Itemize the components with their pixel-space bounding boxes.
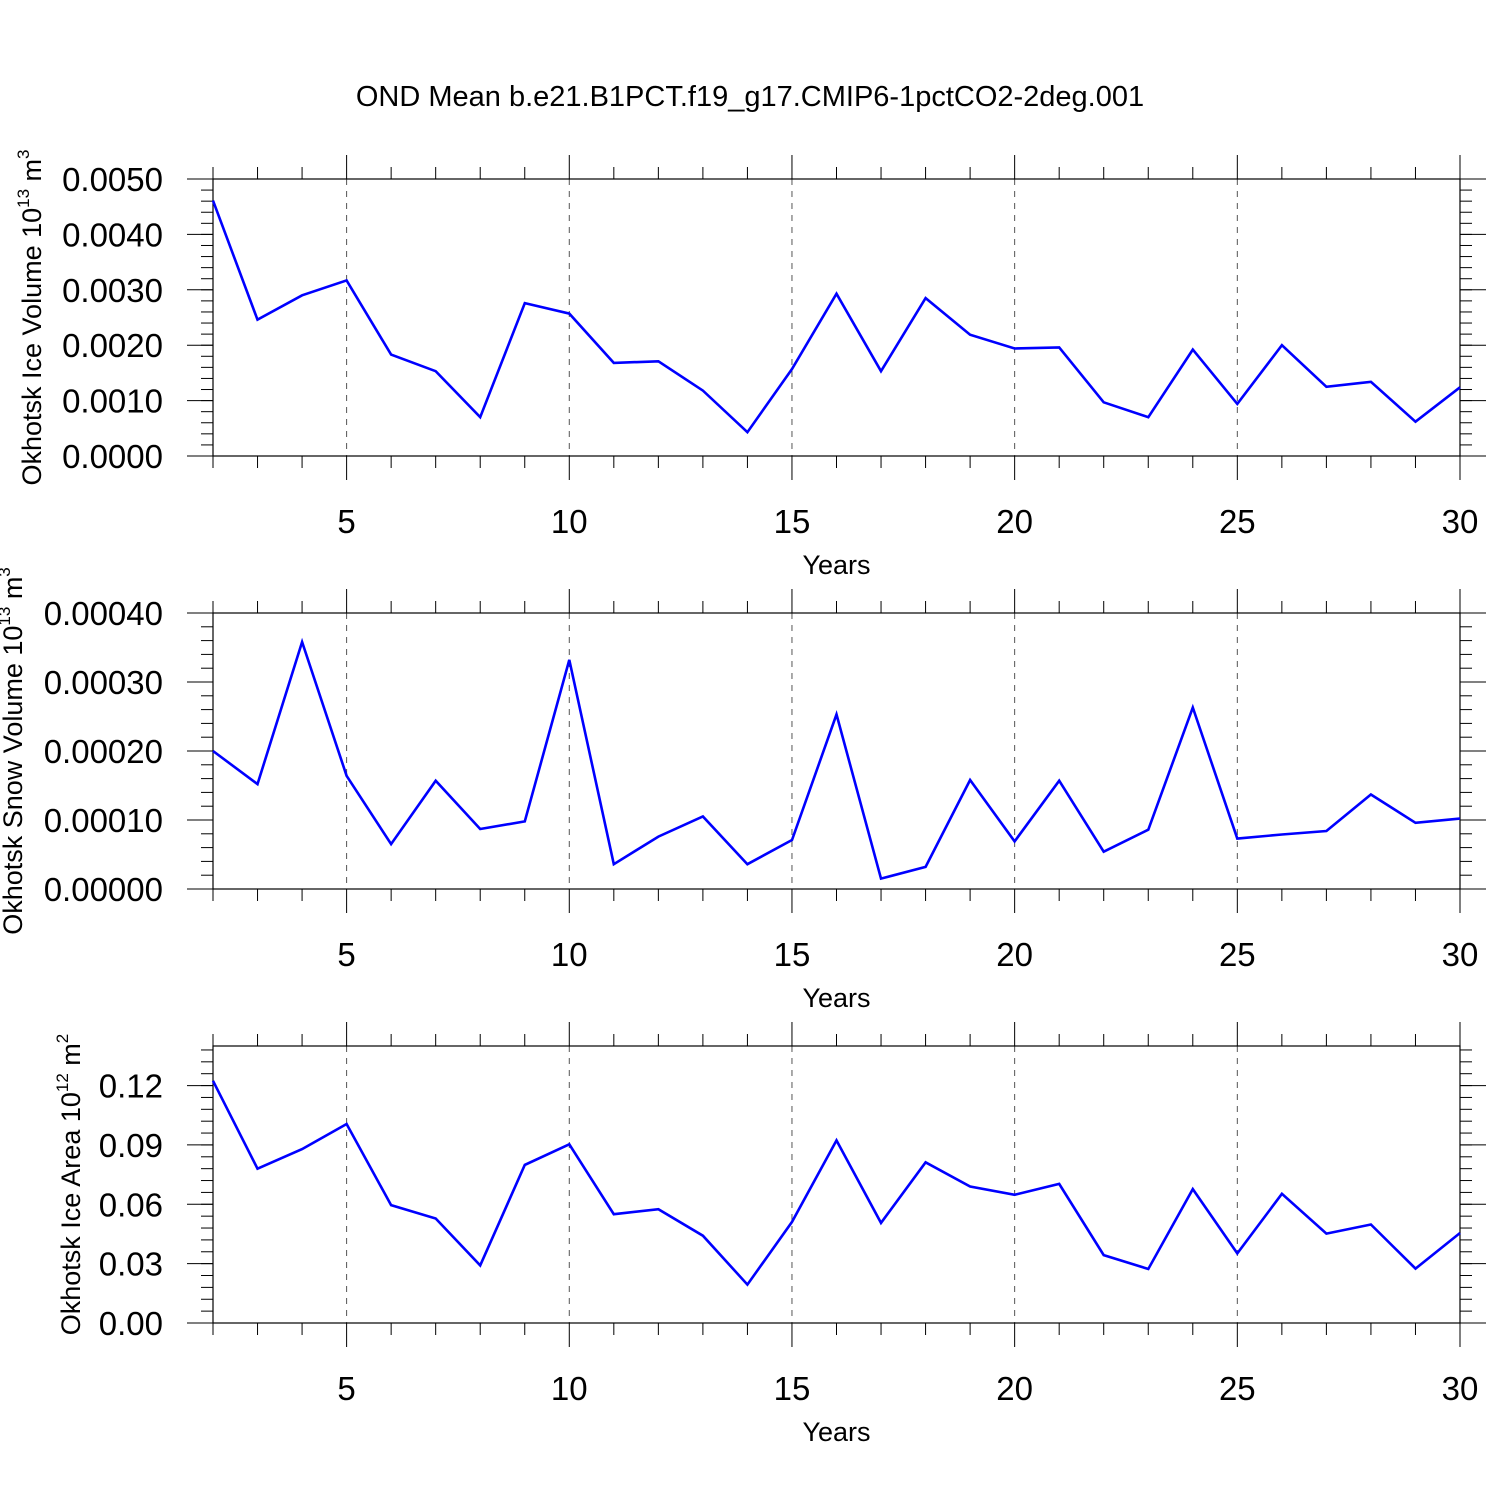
y-axis-label: Okhotsk Snow Volume 1013 m3 — [0, 567, 28, 935]
x-tick-label: 20 — [996, 1370, 1033, 1407]
y-tick-label: 0.00030 — [44, 664, 163, 701]
y-tick-label: 0.0020 — [62, 327, 163, 364]
x-tick-label: 5 — [337, 503, 355, 540]
x-axis-label: Years — [802, 550, 870, 580]
x-tick-label: 25 — [1219, 503, 1256, 540]
y-tick-label: 0.00 — [99, 1305, 163, 1342]
figure-title: OND Mean b.e21.B1PCT.f19_g17.CMIP6-1pctC… — [356, 81, 1144, 113]
y-tick-label: 0.00000 — [44, 871, 163, 908]
series-line — [211, 200, 1461, 435]
series-line — [211, 1080, 1461, 1287]
x-tick-label: 5 — [337, 936, 355, 973]
y-tick-label: 0.0010 — [62, 383, 163, 420]
series-line — [212, 637, 1461, 881]
x-tick-label: 30 — [1442, 936, 1479, 973]
y-tick-label: 0.00010 — [44, 802, 163, 839]
x-tick-label: 15 — [774, 936, 811, 973]
x-axis-label: Years — [802, 1417, 870, 1447]
y-tick-label: 0.0000 — [62, 438, 163, 475]
x-tick-label: 10 — [551, 503, 588, 540]
y-tick-label: 0.0030 — [62, 272, 163, 309]
y-tick-label: 0.0050 — [62, 161, 163, 198]
x-tick-label: 15 — [774, 1370, 811, 1407]
x-tick-label: 25 — [1219, 1370, 1256, 1407]
x-tick-label: 25 — [1219, 936, 1256, 973]
x-tick-label: 15 — [774, 503, 811, 540]
y-axis-label: Okhotsk Ice Area 1012 m2 — [53, 1034, 86, 1336]
y-tick-label: 0.06 — [99, 1186, 163, 1223]
y-tick-label: 0.09 — [99, 1127, 163, 1164]
x-tick-label: 20 — [996, 503, 1033, 540]
x-axis-label: Years — [802, 983, 870, 1013]
y-tick-label: 0.00020 — [44, 733, 163, 770]
plot-frame — [212, 178, 1461, 457]
x-tick-label: 20 — [996, 936, 1033, 973]
y-tick-label: 0.03 — [99, 1246, 163, 1283]
plot-frame — [212, 612, 1461, 890]
panel-3: 5 10 15 20 25 30 0.00 0.03 0.06 0.09 0.12 Years Okho… — [53, 1022, 1486, 1447]
y-tick-label: 0.0040 — [62, 216, 163, 253]
x-tick-label: 5 — [337, 1370, 355, 1407]
y-axis-label: Okhotsk Ice Volume 1013 m3 — [14, 149, 47, 485]
x-tick-label: 30 — [1442, 503, 1479, 540]
y-tick-label: 0.00040 — [44, 595, 163, 632]
y-tick-label: 0.12 — [99, 1068, 163, 1105]
x-tick-label: 10 — [551, 936, 588, 973]
panel-2: 5 10 15 20 25 30 0.00000 0.00010 0.00020 0.00030 0… — [0, 567, 1486, 1013]
plot-frame — [212, 1045, 1461, 1324]
panel-1: 5 10 15 20 25 30 0.0000 0.0010 0.0020 0.0030 0.004… — [14, 149, 1486, 580]
x-tick-label: 10 — [551, 1370, 588, 1407]
x-tick-label: 30 — [1442, 1370, 1479, 1407]
